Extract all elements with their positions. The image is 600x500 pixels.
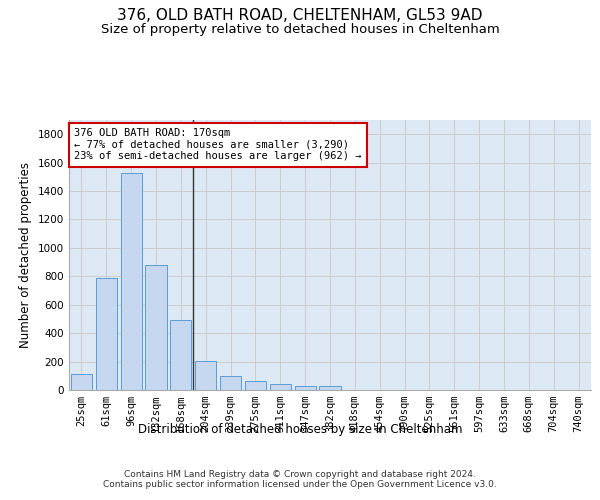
Bar	[245, 381, 266, 390]
Text: Distribution of detached houses by size in Cheltenham: Distribution of detached houses by size …	[138, 422, 462, 436]
Text: Contains HM Land Registry data © Crown copyright and database right 2024.
Contai: Contains HM Land Registry data © Crown c…	[103, 470, 497, 490]
Text: Size of property relative to detached houses in Cheltenham: Size of property relative to detached ho…	[101, 22, 499, 36]
Bar	[96, 278, 117, 390]
Bar	[270, 384, 291, 390]
Bar	[220, 376, 241, 390]
Bar	[145, 265, 167, 390]
Bar	[170, 320, 191, 390]
Bar	[195, 361, 216, 390]
Bar	[295, 386, 316, 390]
Bar	[121, 172, 142, 390]
Text: 376 OLD BATH ROAD: 170sqm
← 77% of detached houses are smaller (3,290)
23% of se: 376 OLD BATH ROAD: 170sqm ← 77% of detac…	[74, 128, 362, 162]
Text: 376, OLD BATH ROAD, CHELTENHAM, GL53 9AD: 376, OLD BATH ROAD, CHELTENHAM, GL53 9AD	[117, 8, 483, 22]
Bar	[71, 374, 92, 390]
Y-axis label: Number of detached properties: Number of detached properties	[19, 162, 32, 348]
Bar	[319, 386, 341, 390]
